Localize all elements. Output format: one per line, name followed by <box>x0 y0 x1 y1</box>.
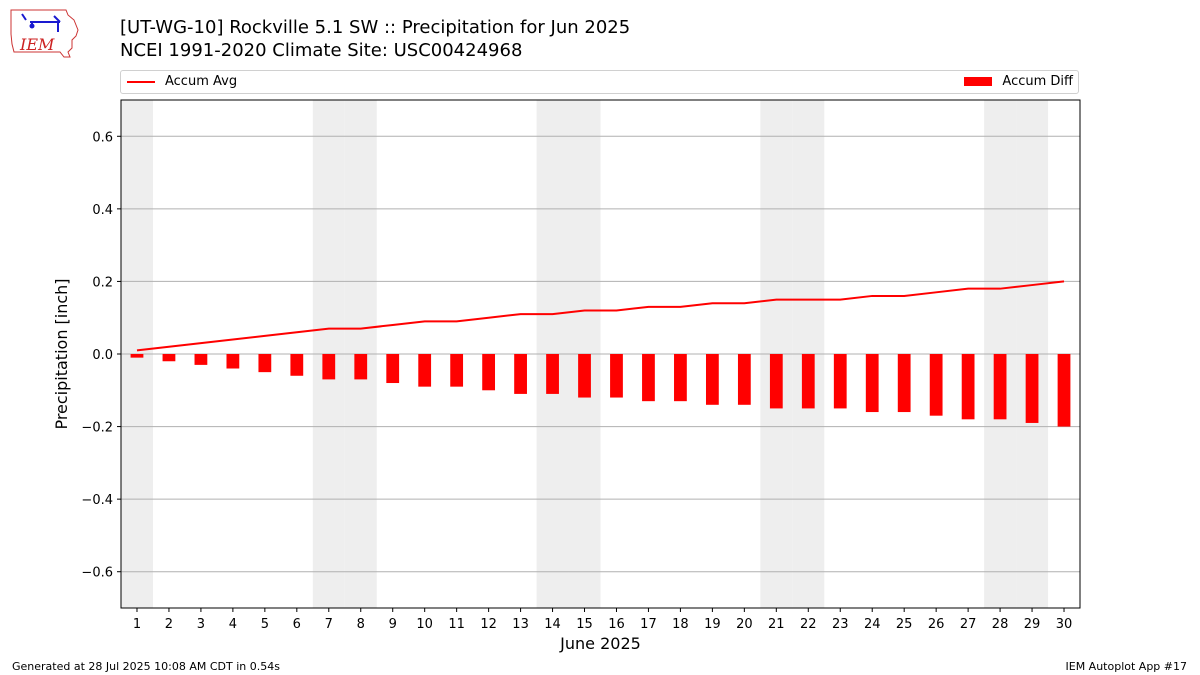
y-tick-label: 0.4 <box>92 203 113 218</box>
diff-bar <box>610 354 623 398</box>
diff-bar <box>1057 354 1071 427</box>
x-tick-label: 21 <box>768 617 785 632</box>
diff-bar <box>258 354 272 373</box>
y-axis-label: Precipitation [inch] <box>52 278 71 429</box>
x-tick-label: 23 <box>832 617 849 632</box>
x-tick-label: 25 <box>896 617 913 632</box>
diff-bar <box>801 354 815 409</box>
logo-text: IEM <box>19 35 55 54</box>
x-tick-label: 27 <box>960 617 977 632</box>
diff-bar <box>194 354 208 365</box>
station-dot-icon <box>29 23 35 29</box>
diff-bar <box>290 354 304 376</box>
chart-subtitle: NCEI 1991-2020 Climate Site: USC00424968 <box>120 40 523 61</box>
x-tick-label: 7 <box>325 617 333 632</box>
y-tick-label: 0.0 <box>92 348 113 363</box>
x-tick-label: 6 <box>293 617 301 632</box>
diff-bar <box>674 354 687 402</box>
footer-generated-text: Generated at 28 Jul 2025 10:08 AM CDT in… <box>12 660 280 673</box>
x-tick-label: 15 <box>576 617 593 632</box>
diff-bar <box>929 354 943 416</box>
diff-bar <box>897 354 911 413</box>
x-tick-label: 22 <box>800 617 817 632</box>
x-tick-label: 30 <box>1056 617 1073 632</box>
diff-bar <box>354 354 368 380</box>
diff-bar <box>546 354 559 394</box>
x-tick-label: 12 <box>480 617 497 632</box>
legend-label-accum-diff: Accum Diff <box>1002 74 1073 89</box>
footer-app-text: IEM Autoplot App #17 <box>1065 660 1188 673</box>
accum-avg-line <box>136 280 1065 352</box>
x-tick-label: 13 <box>512 617 529 632</box>
x-tick-label: 18 <box>672 617 689 632</box>
iowa-outline-icon <box>10 9 79 58</box>
diff-bar <box>961 354 975 420</box>
x-tick-label: 10 <box>416 617 433 632</box>
diff-bar <box>1025 354 1039 423</box>
legend-item-accum-avg: Accum Avg <box>127 74 237 90</box>
x-tick-label: 11 <box>448 617 465 632</box>
diff-bar <box>130 354 144 358</box>
x-tick-label: 3 <box>197 617 205 632</box>
x-tick-label: 26 <box>928 617 945 632</box>
legend-bar-swatch <box>964 77 993 86</box>
chart-title: [UT-WG-10] Rockville 5.1 SW :: Precipita… <box>120 17 631 38</box>
plot-frame <box>120 99 1081 609</box>
y-tick-label: 0.2 <box>92 275 113 290</box>
diff-bar <box>162 354 176 362</box>
x-tick-label: 4 <box>229 617 237 632</box>
x-tick-label: 1 <box>133 617 141 632</box>
diff-bar <box>418 354 432 387</box>
diff-bar <box>737 354 751 405</box>
legend-line-swatch <box>127 80 155 83</box>
x-tick-label: 8 <box>357 617 365 632</box>
diff-bar <box>833 354 847 409</box>
legend-item-accum-diff: Accum Diff <box>964 74 1073 90</box>
chart-legend: Accum Avg Accum Diff <box>120 70 1079 94</box>
iem-logo: IEM <box>10 9 79 58</box>
y-tick-label: −0.6 <box>81 566 113 581</box>
diff-bar <box>450 354 464 387</box>
diff-bar <box>322 354 336 380</box>
diff-bar <box>642 354 655 402</box>
x-tick-label: 17 <box>640 617 657 632</box>
y-tick-label: −0.4 <box>81 493 113 508</box>
y-tick-label: 0.6 <box>92 130 113 145</box>
diff-bar <box>578 354 591 398</box>
diff-bar <box>514 354 527 394</box>
x-tick-label: 16 <box>608 617 625 632</box>
diff-bar <box>769 354 783 409</box>
diff-bar <box>482 354 496 391</box>
y-tick-label: −0.2 <box>81 421 113 436</box>
x-tick-label: 9 <box>389 617 397 632</box>
x-tick-label: 5 <box>261 617 269 632</box>
x-tick-label: 24 <box>864 617 881 632</box>
x-tick-label: 19 <box>704 617 721 632</box>
legend-label-accum-avg: Accum Avg <box>165 74 238 89</box>
x-tick-label: 28 <box>992 617 1009 632</box>
diff-bar <box>705 354 719 405</box>
x-tick-label: 14 <box>544 617 561 632</box>
x-axis-label: June 2025 <box>559 634 641 653</box>
diff-bar <box>865 354 879 413</box>
diff-bar <box>993 354 1007 420</box>
x-tick-label: 20 <box>736 617 753 632</box>
x-tick-label: 29 <box>1024 617 1041 632</box>
diff-bar <box>226 354 240 369</box>
weather-station-icon <box>21 13 61 32</box>
diff-bar <box>386 354 400 384</box>
x-tick-label: 2 <box>165 617 173 632</box>
